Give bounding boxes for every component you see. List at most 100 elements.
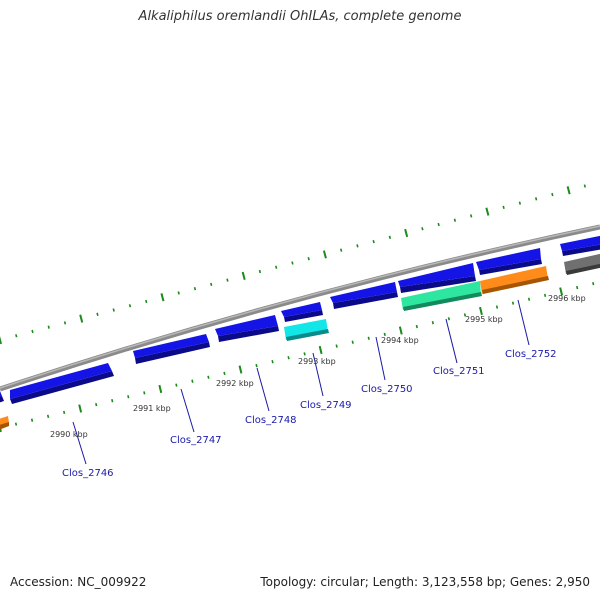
- genome-backbone: [0, 224, 600, 392]
- minor-tick: [31, 329, 34, 334]
- minor-tick: [128, 304, 132, 308]
- minor-tick: [303, 352, 306, 356]
- minor-tick: [495, 305, 499, 309]
- minor-tick: [14, 422, 18, 426]
- minor-tick: [356, 244, 359, 248]
- minor-tick: [96, 312, 99, 316]
- gene-label[interactable]: Clos_2749: [300, 400, 352, 411]
- minor-tick: [210, 282, 213, 287]
- kbp-label: 2990 kbp: [50, 430, 88, 439]
- minor-tick: [421, 227, 424, 231]
- kbp-label: 2994 kbp: [381, 336, 419, 345]
- minor-tick: [15, 334, 18, 338]
- minor-tick: [388, 235, 392, 239]
- minor-tick: [271, 360, 274, 364]
- minor-tick: [62, 410, 66, 415]
- kbp-label: 2991 kbp: [133, 404, 171, 413]
- major-tick: [318, 345, 323, 355]
- gene-label[interactable]: Clos_2747: [170, 435, 222, 446]
- minor-tick: [543, 293, 547, 298]
- kbp-label: 2995 kbp: [465, 315, 503, 324]
- minor-tick: [367, 336, 370, 340]
- minor-tick: [112, 308, 115, 312]
- minor-tick: [534, 197, 538, 201]
- minor-tick: [191, 379, 194, 383]
- minor-tick: [255, 363, 258, 368]
- minor-tick: [193, 287, 197, 291]
- major-tick: [238, 365, 243, 374]
- major-tick: [322, 250, 327, 259]
- major-tick: [79, 314, 84, 323]
- gene-arrow-clos-2751[interactable]: [401, 281, 482, 311]
- gene-arrow-clos-2752-fwd[interactable]: [476, 248, 542, 275]
- minor-tick: [351, 340, 354, 344]
- gene-arrow-gray[interactable]: [564, 253, 600, 275]
- genome-summary-text: Topology: circular; Length: 3,123,558 bp…: [260, 575, 590, 589]
- major-tick: [0, 336, 2, 345]
- major-tick: [398, 326, 403, 335]
- gene-label[interactable]: Clos_2748: [245, 415, 297, 426]
- major-tick: [559, 287, 564, 296]
- major-tick: [566, 186, 571, 195]
- gene-arrow-clos-2753[interactable]: [560, 235, 600, 256]
- minor-tick: [592, 282, 595, 286]
- gene-arrow-clos-2749[interactable]: [284, 319, 329, 341]
- minor-tick: [469, 214, 473, 218]
- major-tick: [160, 293, 165, 302]
- minor-tick: [383, 332, 386, 337]
- major-tick: [241, 271, 246, 280]
- major-tick: [404, 228, 409, 238]
- minor-tick: [95, 402, 98, 407]
- minor-tick: [340, 248, 343, 252]
- gene-arrow-clos-2749-fwd[interactable]: [281, 302, 323, 322]
- gene-label-group: Clos_2746 Clos_2747 Clos_2748 Clos_2749 …: [62, 349, 557, 479]
- major-tick: [0, 423, 2, 433]
- reverse-gene-track: [0, 253, 600, 431]
- minor-tick: [223, 371, 226, 376]
- gene-label[interactable]: Clos_2750: [361, 384, 413, 395]
- major-tick: [158, 384, 163, 394]
- kbp-label: 2996 kbp: [548, 294, 586, 303]
- gene-arrow-clos-2747[interactable]: [133, 334, 210, 364]
- gene-arrow-clos-2748[interactable]: [215, 315, 279, 342]
- minor-tick: [551, 192, 554, 197]
- kbp-label: 2993 kbp: [298, 357, 336, 366]
- minor-tick: [583, 184, 587, 188]
- gene-arrow-clos-2751-fwd[interactable]: [398, 263, 476, 293]
- minor-tick: [291, 261, 294, 265]
- gene-arrow-clos-2745[interactable]: [0, 391, 4, 403]
- minor-tick: [518, 201, 522, 205]
- forward-gene-track: [0, 235, 600, 404]
- gene-label[interactable]: Clos_2752: [505, 349, 557, 360]
- gene-arrow-orange-left[interactable]: [0, 416, 9, 431]
- minor-tick: [145, 299, 148, 304]
- minor-tick: [175, 383, 178, 387]
- minor-tick: [453, 218, 457, 222]
- minor-tick: [437, 222, 440, 227]
- accession-text: Accession: NC_009922: [10, 575, 147, 589]
- gene-label[interactable]: Clos_2751: [433, 366, 485, 377]
- minor-tick: [431, 321, 435, 325]
- gene-arrow-clos-2750[interactable]: [330, 282, 398, 309]
- inner-tick-track: [0, 282, 595, 433]
- outer-tick-track: [0, 184, 587, 345]
- genome-backbone-highlight: [0, 225, 600, 389]
- major-tick: [78, 404, 83, 413]
- minor-tick: [258, 269, 262, 274]
- minor-tick: [415, 324, 418, 329]
- gene-label-leaders: [72, 299, 530, 465]
- map-title: Alkaliphilus oremlandii OhILAs, complete…: [138, 9, 462, 24]
- gene-arrow-clos-2746[interactable]: [10, 363, 114, 404]
- minor-tick: [111, 399, 114, 403]
- minor-tick: [127, 395, 130, 399]
- minor-tick: [143, 391, 146, 395]
- gene-label[interactable]: Clos_2746: [62, 468, 114, 479]
- major-tick: [485, 207, 490, 216]
- gene-arrow-clos-2752[interactable]: [480, 266, 549, 294]
- minor-tick: [335, 344, 338, 348]
- minor-tick: [463, 313, 467, 317]
- minor-tick: [287, 356, 290, 360]
- minor-tick: [502, 205, 505, 210]
- kbp-label: 2992 kbp: [216, 379, 254, 388]
